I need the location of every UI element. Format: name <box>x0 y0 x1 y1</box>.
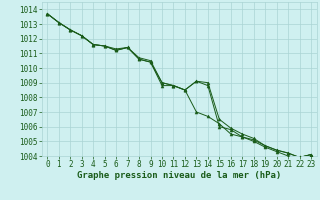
X-axis label: Graphe pression niveau de la mer (hPa): Graphe pression niveau de la mer (hPa) <box>77 171 281 180</box>
